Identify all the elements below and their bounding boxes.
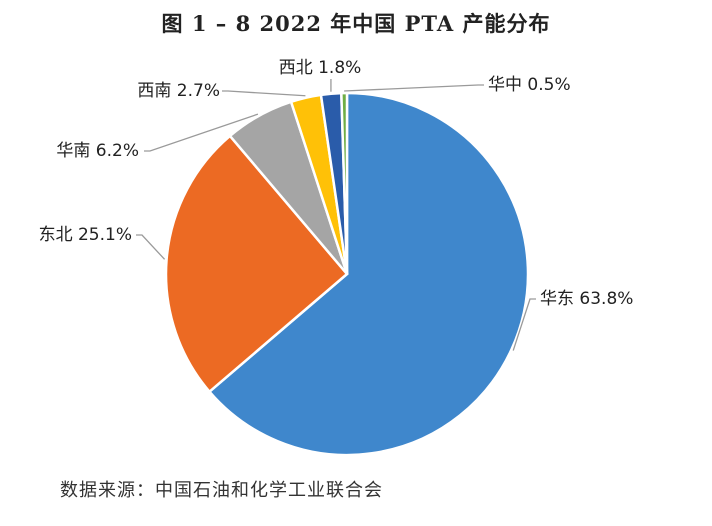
slice-label-5: 西北 1.8% [279, 58, 362, 78]
pie-slices [164, 91, 530, 457]
leader-line-3 [144, 113, 259, 152]
leader-line-2 [136, 234, 166, 260]
leader-line-6 [344, 84, 484, 92]
leader-line-4 [222, 90, 306, 97]
slice-label-2: 东北 25.1% [39, 225, 132, 245]
chart-title: 图 1 – 8 2022 年中国 PTA 产能分布 [161, 11, 551, 36]
slice-label-4: 西南 2.7% [137, 81, 220, 101]
slice-label-6: 华中 0.5% [488, 75, 571, 95]
leader-lines [136, 79, 536, 351]
pie-slice-1 [207, 91, 530, 457]
leader-line-1 [512, 298, 536, 351]
pie-slice-2 [164, 134, 349, 394]
pie-slice-6 [340, 91, 349, 275]
slice-labels: 华东 63.8% 东北 25.1% 华南 6.2% 西南 2.7% 西北 1.8% 华中 … [39, 58, 634, 309]
source-note: 数据来源：中国石油和化学工业联合会 [60, 480, 383, 501]
slice-label-3: 华南 6.2% [56, 141, 139, 161]
slice-label-1: 华东 63.8% [540, 289, 633, 309]
